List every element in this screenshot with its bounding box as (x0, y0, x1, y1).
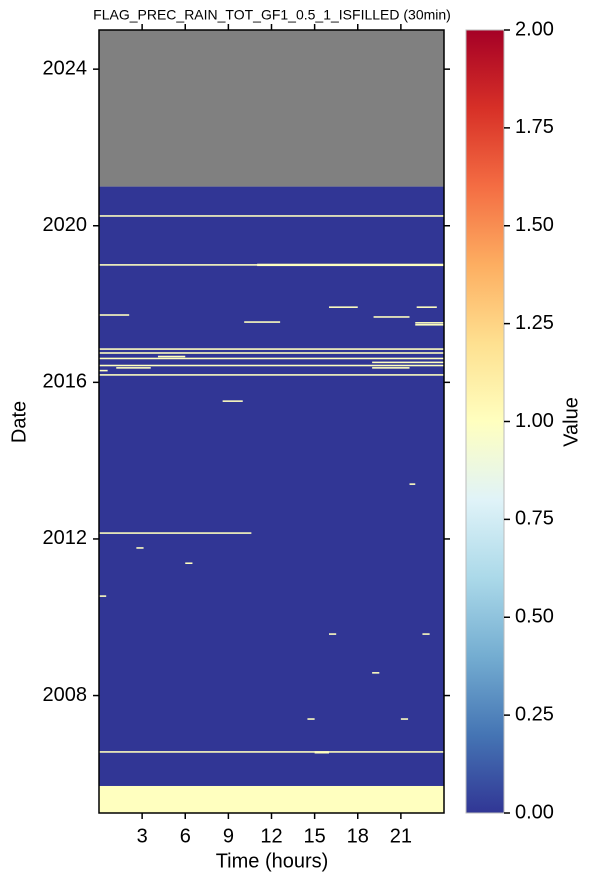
heatmap-cell (99, 595, 107, 597)
heatmap-cell (136, 547, 144, 549)
colorbar-tick-label: 0.25 (515, 703, 554, 725)
colorbar-label: Value (560, 397, 582, 447)
heatmap-cell (99, 364, 444, 367)
heatmap-cell (257, 263, 444, 267)
heatmap-cell (99, 532, 252, 534)
heatmap-cell (99, 215, 444, 217)
heatmap-cell (157, 355, 186, 358)
heatmap-cell (416, 306, 437, 308)
heatmap-cell (314, 751, 329, 754)
colorbar-tick-label: 1.75 (515, 116, 554, 138)
heatmap (99, 30, 444, 813)
heatmap-cell (415, 322, 444, 324)
colorbar (465, 29, 505, 814)
x-tick-label: 21 (390, 825, 412, 847)
heatmap-cell (329, 306, 358, 308)
heatmap-cell (99, 314, 130, 316)
heatmap-cell (116, 367, 151, 369)
heatmap-cell (373, 316, 410, 318)
y-tick-label: 2024 (43, 57, 88, 79)
y-tick-label: 2020 (43, 214, 88, 236)
heatmap-cell (99, 374, 444, 376)
colorbar-tick-label: 0.75 (515, 508, 554, 530)
heatmap-cell (99, 785, 444, 813)
heatmap-cell (99, 751, 444, 753)
heatmap-cell (99, 357, 444, 360)
x-tick-label: 3 (137, 825, 148, 847)
y-tick-label: 2012 (43, 527, 88, 549)
colorbar-tick-label: 0.50 (515, 606, 554, 628)
x-tick-label: 6 (180, 825, 191, 847)
heatmap-cell (99, 186, 444, 786)
heatmap-cell (222, 400, 243, 402)
heatmap-cell (372, 672, 380, 674)
heatmap-cell (409, 483, 416, 485)
heatmap-cell (400, 718, 409, 720)
heatmap-cell (307, 718, 315, 720)
colorbar-tick-label: 2.00 (515, 18, 554, 40)
heatmap-cell (415, 324, 444, 326)
colorbar-tick-label: 1.25 (515, 312, 554, 334)
x-tick-label: 12 (260, 825, 282, 847)
x-tick-label: 9 (223, 825, 234, 847)
heatmap-cell (372, 361, 444, 364)
chart-title: FLAG_PREC_RAIN_TOT_GF1_0.5_1_ISFILLED (3… (93, 7, 451, 23)
x-tick-label: 18 (347, 825, 369, 847)
x-axis-label: Time (hours) (216, 850, 329, 872)
heatmap-cell (99, 352, 444, 354)
heatmap-cell (329, 633, 337, 635)
heatmap-cell (422, 633, 430, 635)
colorbar-tick-label: 0.00 (515, 801, 554, 823)
heatmap-cell (99, 348, 444, 350)
y-tick-label: 2016 (43, 371, 88, 393)
heatmap-cell (372, 367, 410, 369)
heatmap-cell (244, 321, 281, 323)
heatmap-cell (99, 30, 444, 187)
heatmap-cell (99, 369, 108, 372)
colorbar-tick-label: 1.00 (515, 410, 554, 432)
heatmap-cell (185, 562, 193, 565)
y-axis-label: Date (8, 401, 30, 443)
y-tick-label: 2008 (43, 684, 88, 706)
x-tick-label: 15 (304, 825, 326, 847)
colorbar-tick-label: 1.50 (515, 214, 554, 236)
